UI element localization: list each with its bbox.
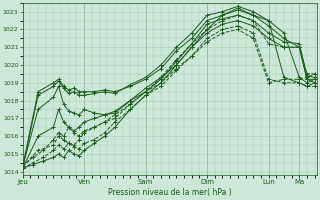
X-axis label: Pression niveau de la mer( hPa ): Pression niveau de la mer( hPa ) <box>108 188 232 197</box>
